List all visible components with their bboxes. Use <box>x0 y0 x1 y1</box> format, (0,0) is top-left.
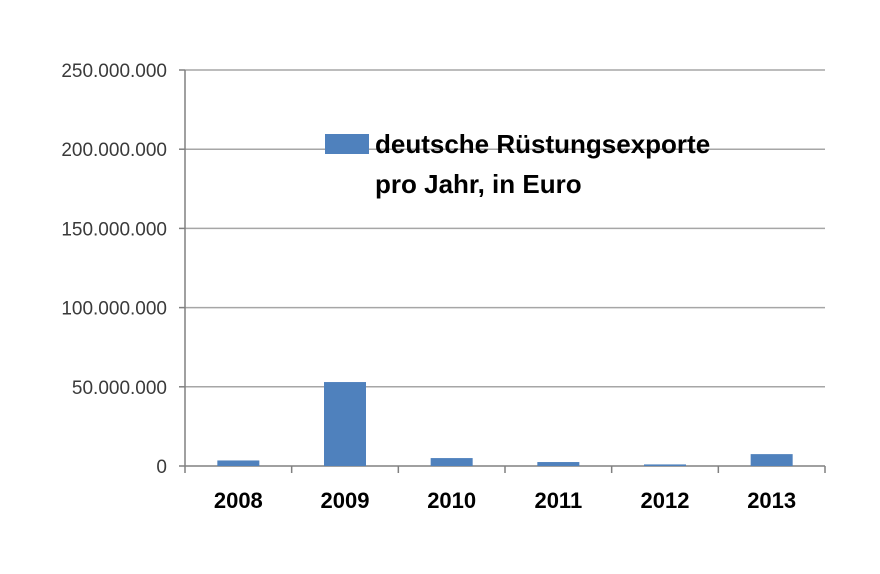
x-tick-labels: 2008 2009 2010 2011 2012 2013 <box>214 488 796 513</box>
legend-label-line-2: pro Jahr, in Euro <box>375 169 582 199</box>
bar-2009 <box>324 382 366 466</box>
y-tick-label: 100.000.000 <box>61 299 167 320</box>
legend: deutsche Rüstungsexporte pro Jahr, in Eu… <box>325 129 710 199</box>
bar-2013 <box>750 454 793 466</box>
y-tick-label: 250.000.000 <box>61 61 167 82</box>
gridlines <box>185 69 825 388</box>
x-tick-label: 2009 <box>321 488 370 513</box>
legend-label-line-1: deutsche Rüstungsexporte <box>375 129 710 159</box>
y-tick-label: 150.000.000 <box>61 219 167 240</box>
x-tick-label: 2012 <box>641 488 690 513</box>
bar-2008 <box>217 460 260 466</box>
x-tick-label: 2010 <box>427 488 476 513</box>
x-tick-label: 2013 <box>747 488 796 513</box>
x-tick-label: 2008 <box>214 488 263 513</box>
legend-swatch <box>325 134 369 154</box>
axes <box>179 69 826 473</box>
y-tick-label: 0 <box>156 457 167 478</box>
y-tick-label: 200.000.000 <box>61 140 167 161</box>
y-tick-labels: 0 50.000.000 100.000.000 150.000.000 200.000… <box>61 61 167 478</box>
bar-2012 <box>644 464 686 466</box>
bar-2011 <box>537 462 580 466</box>
bar-2010 <box>430 458 473 466</box>
bars <box>217 382 793 466</box>
y-tick-label: 50.000.000 <box>72 378 167 399</box>
x-tick-label: 2011 <box>534 488 582 513</box>
